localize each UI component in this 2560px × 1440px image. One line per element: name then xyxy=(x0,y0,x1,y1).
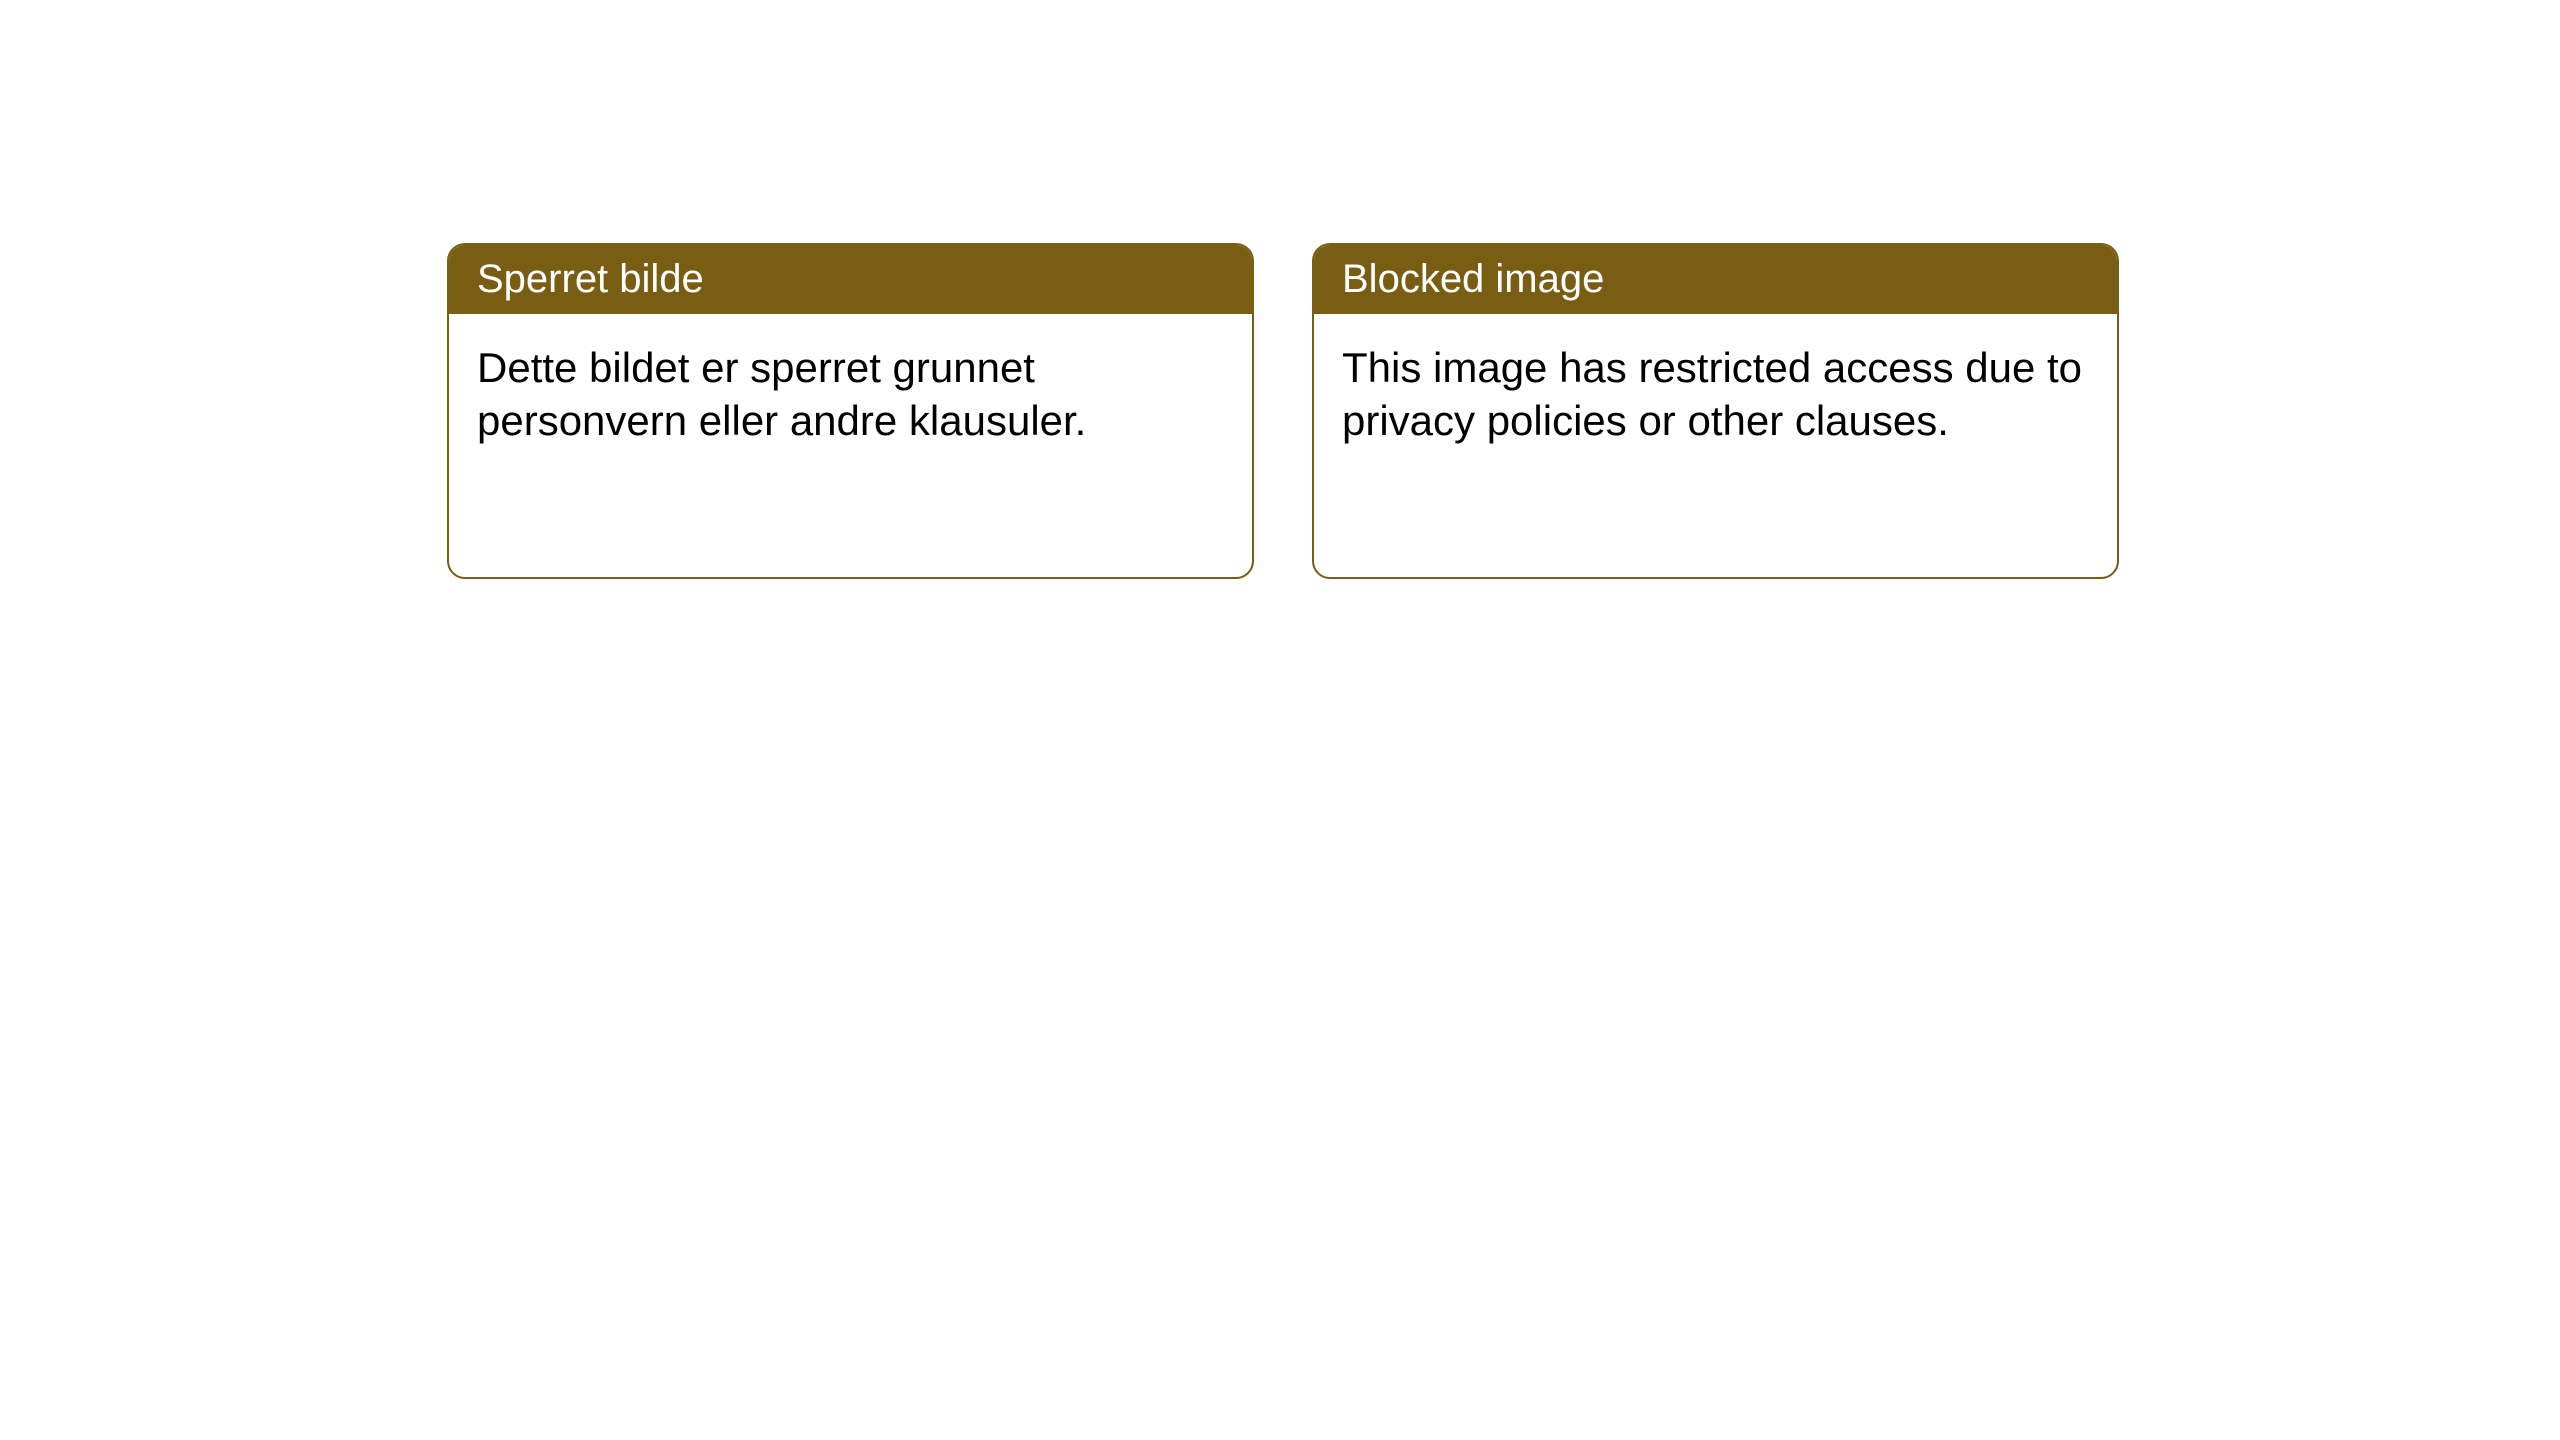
notice-body-en: This image has restricted access due to … xyxy=(1314,314,2117,577)
notice-header-no: Sperret bilde xyxy=(449,245,1252,314)
notice-box-en: Blocked image This image has restricted … xyxy=(1312,243,2119,579)
notice-body-no: Dette bildet er sperret grunnet personve… xyxy=(449,314,1252,577)
notice-header-en: Blocked image xyxy=(1314,245,2117,314)
notice-box-no: Sperret bilde Dette bildet er sperret gr… xyxy=(447,243,1254,579)
notice-container: Sperret bilde Dette bildet er sperret gr… xyxy=(447,243,2119,579)
